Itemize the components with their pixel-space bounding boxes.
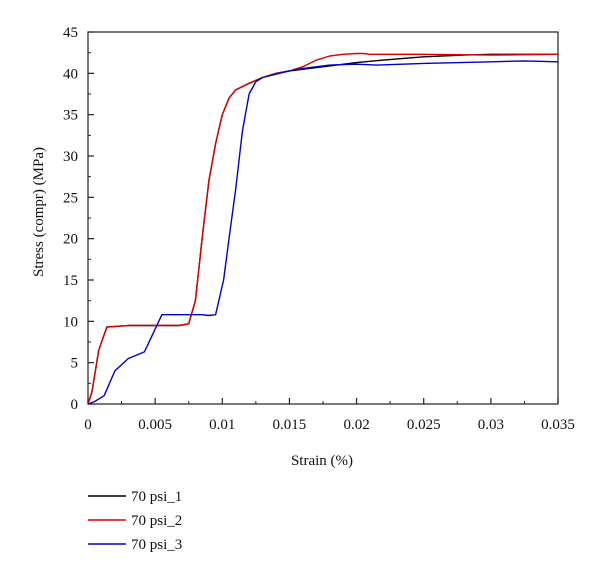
y-tick-label: 15 bbox=[63, 273, 78, 289]
y-tick-label: 30 bbox=[63, 149, 78, 165]
series-line-3 bbox=[87, 60, 559, 405]
legend-label: 70 psi_3 bbox=[131, 537, 182, 553]
legend-label: 70 psi_2 bbox=[131, 513, 182, 529]
x-tick-label: 0.015 bbox=[273, 417, 307, 433]
series-lines bbox=[87, 52, 559, 405]
series-line-2 bbox=[87, 52, 559, 405]
y-tick-label: 25 bbox=[63, 190, 78, 206]
x-tick-label: 0.03 bbox=[478, 417, 504, 433]
x-tick-label: 0.035 bbox=[541, 417, 575, 433]
y-tick-label: 10 bbox=[63, 314, 78, 330]
y-tick-label: 35 bbox=[63, 108, 78, 124]
y-axis-ticks: 0 5 10 15 20 25 30 35 40 45 bbox=[63, 25, 94, 413]
legend-label: 70 psi_1 bbox=[131, 489, 182, 505]
y-axis-label: Stress (compr) (MPa) bbox=[31, 147, 47, 277]
x-axis-label: Strain (%) bbox=[291, 453, 353, 469]
x-tick-label: 0.02 bbox=[343, 417, 369, 433]
x-tick-label: 0.005 bbox=[138, 417, 172, 433]
x-tick-label: 0.025 bbox=[407, 417, 441, 433]
y-tick-label: 0 bbox=[71, 397, 79, 413]
plot-frame bbox=[87, 31, 559, 405]
x-axis-ticks: 0 0.005 0.01 0.015 0.02 0.025 0.03 0.035 bbox=[84, 398, 575, 433]
y-tick-label: 20 bbox=[63, 232, 78, 248]
y-tick-label: 5 bbox=[71, 356, 79, 372]
y-tick-label: 45 bbox=[63, 25, 78, 41]
legend: 70 psi_1 70 psi_2 70 psi_3 bbox=[88, 489, 182, 553]
x-tick-label: 0 bbox=[84, 417, 92, 433]
series-line-1 bbox=[87, 53, 558, 405]
y-tick-label: 40 bbox=[63, 66, 78, 82]
x-tick-label: 0.01 bbox=[209, 417, 235, 433]
plot-border bbox=[87, 31, 559, 405]
